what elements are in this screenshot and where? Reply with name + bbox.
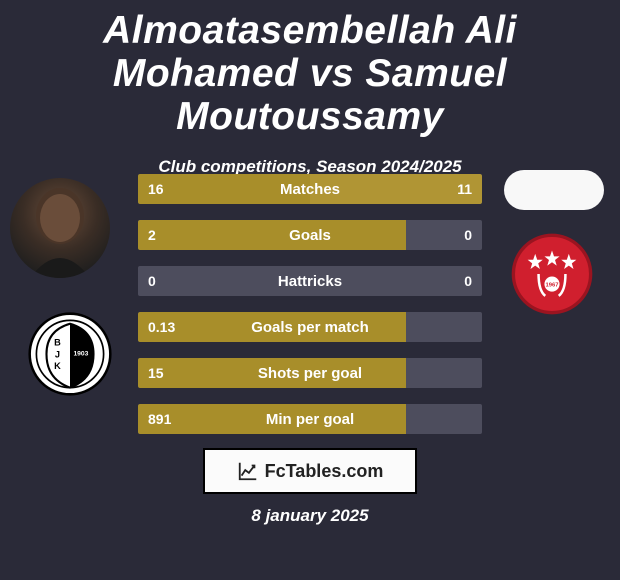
person-icon (10, 178, 110, 278)
stat-row: 1611Matches (138, 174, 482, 204)
stats-panel: 1611Matches 20Goals 00Hattricks 0.13Goals p… (138, 174, 482, 450)
watermark-text: FcTables.com (265, 461, 384, 482)
stat-row: 891Min per goal (138, 404, 482, 434)
club-crest-icon: 1967 (510, 232, 594, 316)
chart-icon (237, 460, 259, 482)
stat-row: 20Goals (138, 220, 482, 250)
page-title: Almoatasembellah Ali Mohamed vs Samuel M… (0, 0, 620, 139)
svg-text:B: B (54, 338, 61, 348)
left-club-badge: B J K 1903 (28, 312, 112, 396)
stat-row: 15Shots per goal (138, 358, 482, 388)
stat-label: Goals per match (138, 319, 482, 336)
comparison-card: Almoatasembellah Ali Mohamed vs Samuel M… (0, 0, 620, 580)
right-club-badge: 1967 (510, 232, 594, 316)
watermark: FcTables.com (203, 448, 417, 494)
date-label: 8 january 2025 (0, 506, 620, 526)
stat-label: Shots per goal (138, 365, 482, 382)
svg-text:K: K (54, 361, 61, 371)
right-player-avatar (504, 170, 604, 210)
stat-label: Goals (138, 227, 482, 244)
stat-label: Matches (138, 181, 482, 198)
club-crest-icon: B J K 1903 (28, 312, 112, 396)
stat-row: 00Hattricks (138, 266, 482, 296)
svg-text:J: J (55, 349, 60, 359)
stat-label: Min per goal (138, 411, 482, 428)
stat-row: 0.13Goals per match (138, 312, 482, 342)
svg-text:1967: 1967 (545, 283, 558, 289)
left-player-avatar (10, 178, 110, 278)
stat-label: Hattricks (138, 273, 482, 290)
svg-text:1903: 1903 (73, 351, 88, 358)
